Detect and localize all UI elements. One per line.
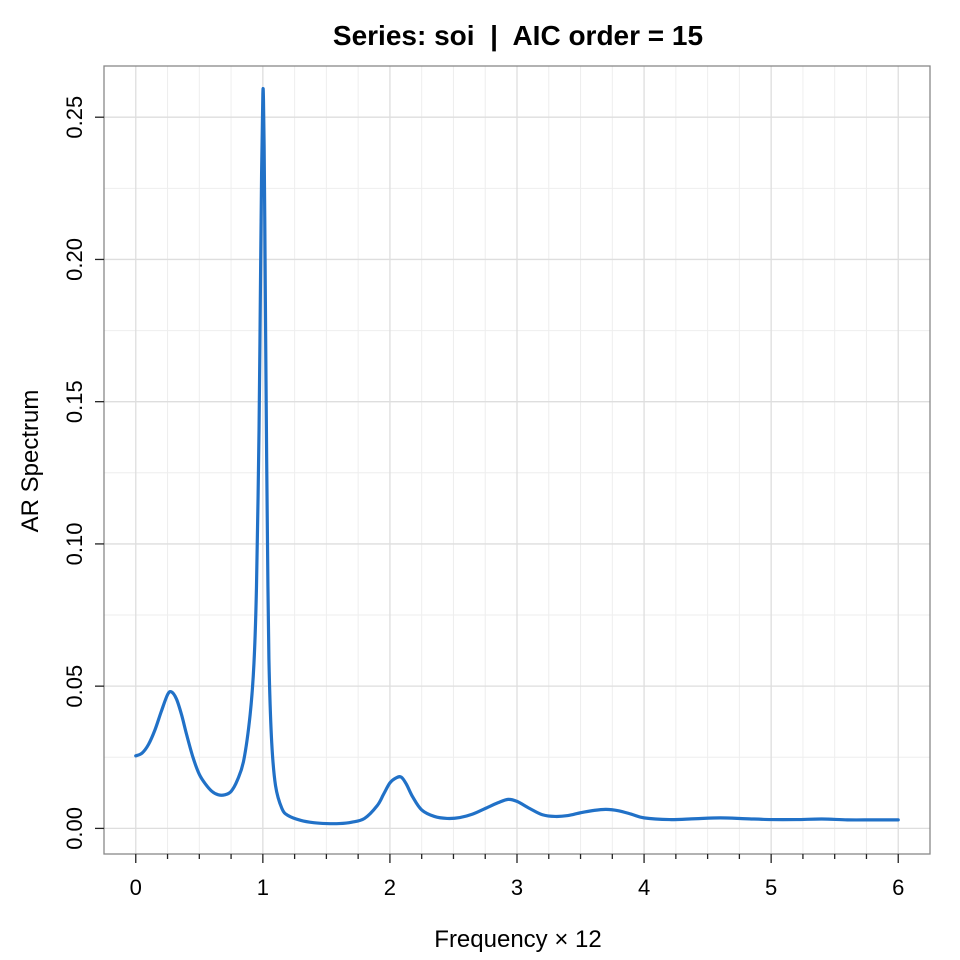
x-tick-label: 5 — [765, 875, 777, 900]
x-tick-label: 1 — [257, 875, 269, 900]
spectrum-line — [134, 86, 900, 826]
y-tick-label: 0.20 — [62, 238, 87, 281]
x-tick-label: 0 — [130, 875, 142, 900]
x-tick-label: 4 — [638, 875, 650, 900]
y-tick-label: 0.00 — [62, 807, 87, 850]
y-tick-label: 0.10 — [62, 523, 87, 566]
y-axis-label: AR Spectrum — [17, 390, 44, 533]
x-axis: 0 1 2 3 4 5 6 — [130, 854, 904, 900]
y-tick-label: 0.15 — [62, 380, 87, 423]
grid — [104, 66, 930, 854]
x-axis-label: Frequency × 12 — [434, 926, 601, 953]
y-axis: 0.00 0.05 0.10 0.15 0.20 0.25 — [62, 96, 104, 850]
y-tick-label: 0.25 — [62, 96, 87, 139]
x-tick-label: 3 — [511, 875, 523, 900]
y-tick-label: 0.05 — [62, 665, 87, 708]
plot-line-layer — [134, 86, 900, 826]
chart-title: Series: soi | AIC order = 15 — [333, 20, 703, 51]
x-tick-label: 6 — [892, 875, 904, 900]
x-tick-label: 2 — [384, 875, 396, 900]
